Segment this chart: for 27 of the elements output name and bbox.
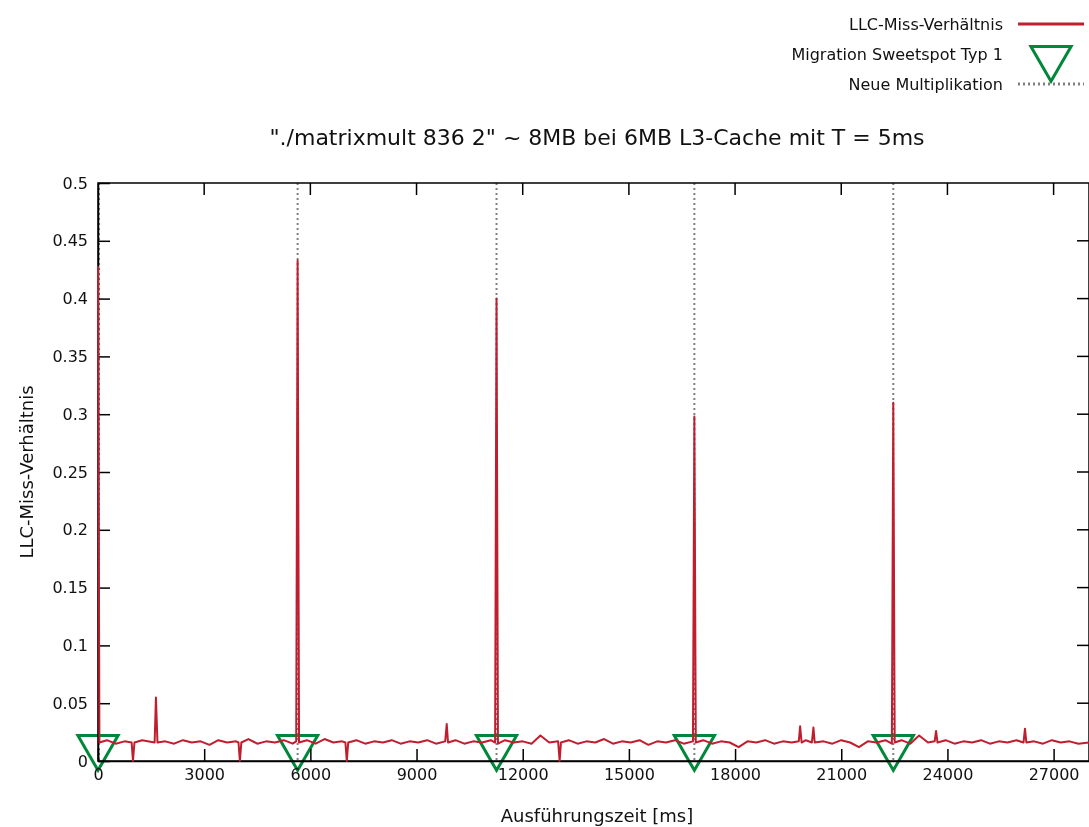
x-tick-label: 18000: [710, 765, 762, 785]
chart-title: "./matrixmult 836 2" ~ 8MB bei 6MB L3-Cache mit T = 5ms: [269, 125, 925, 150]
y-tick-label: 0.35: [52, 347, 88, 367]
y-tick-label: 0.3: [62, 404, 88, 424]
y-tick-label: 0: [77, 751, 88, 771]
y-axis-title: LLC-Miss-Verhältnis: [16, 385, 37, 559]
x-tick-label: 24000: [922, 765, 974, 785]
x-tick-label: 0: [93, 765, 104, 785]
y-tick-label: 0.15: [52, 578, 88, 598]
y-tick-label: 0.25: [52, 462, 88, 482]
x-axis-title: Ausführungszeit [ms]: [500, 805, 694, 826]
x-tick-label: 12000: [497, 765, 549, 785]
x-tick-label: 21000: [816, 765, 868, 785]
legend-label: LLC-Miss-Verhältnis: [849, 15, 1003, 34]
y-tick-label: 0.4: [62, 289, 88, 309]
legend-label: Neue Multiplikation: [848, 75, 1003, 94]
y-tick-label: 0.1: [62, 636, 88, 656]
legend-label: Migration Sweetspot Typ 1: [791, 45, 1003, 64]
y-tick-label: 0.45: [52, 231, 88, 251]
x-tick-label: 9000: [396, 765, 438, 785]
y-tick-label: 0.05: [52, 693, 88, 713]
x-tick-label: 3000: [184, 765, 226, 785]
x-tick-label: 15000: [603, 765, 655, 785]
x-tick-label: 27000: [1028, 765, 1080, 785]
y-tick-label: 0.2: [62, 520, 88, 540]
y-tick-label: 0.5: [62, 173, 88, 193]
x-tick-label: 6000: [290, 765, 332, 785]
